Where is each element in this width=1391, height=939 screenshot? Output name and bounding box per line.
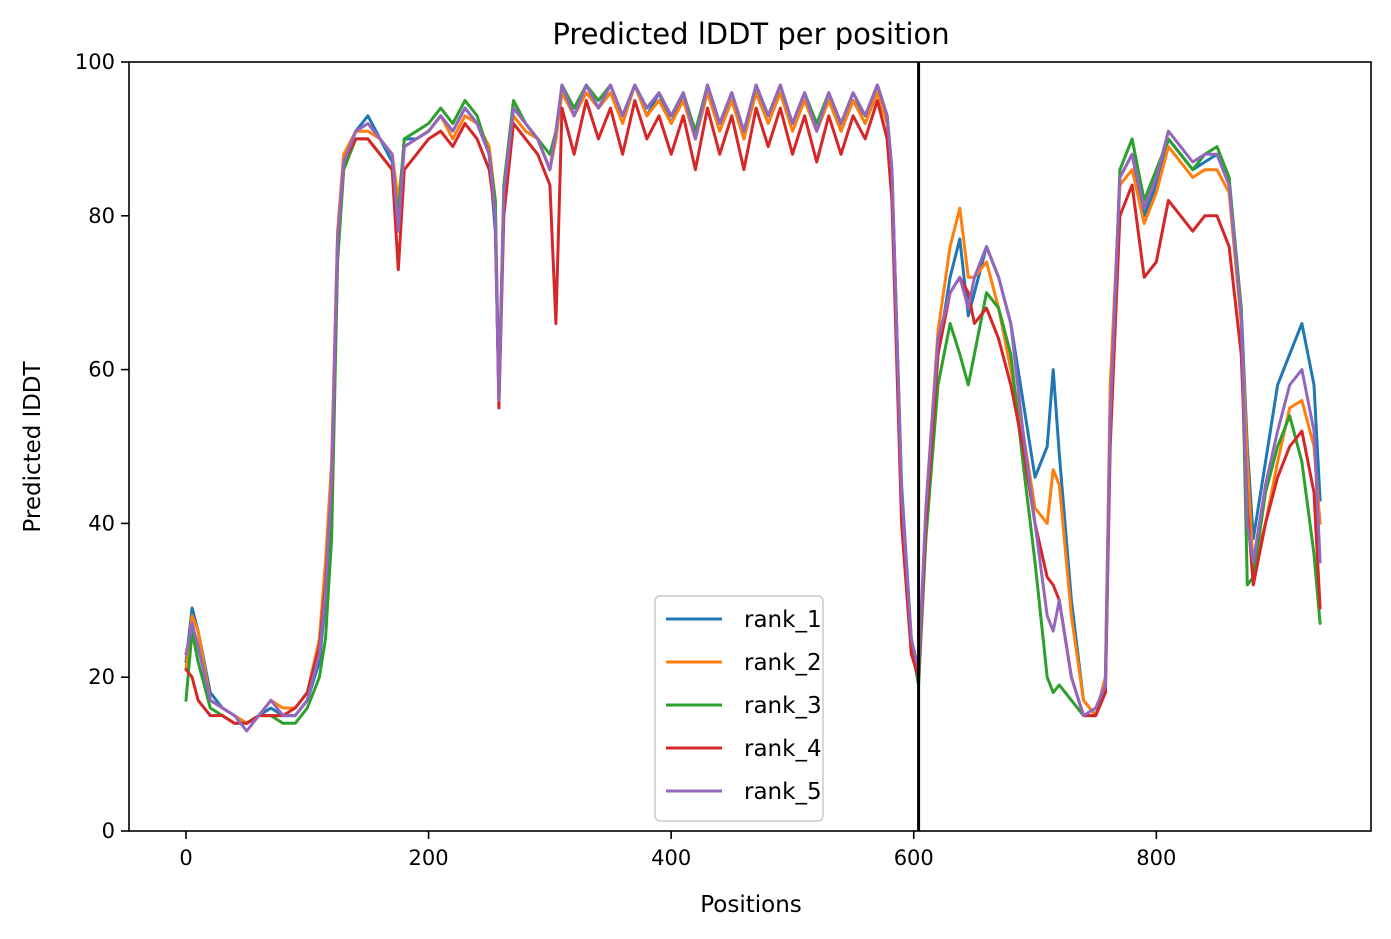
y-tick-label: 80 xyxy=(88,204,115,228)
legend: rank_1 rank_2 rank_3 rank_4 rank_5 xyxy=(654,595,824,822)
legend-label-rank_1: rank_1 xyxy=(744,607,822,633)
legend-label-rank_3: rank_3 xyxy=(744,693,822,719)
y-tick-label: 20 xyxy=(88,665,115,689)
x-tick-label: 0 xyxy=(179,846,192,870)
x-tick-label: 800 xyxy=(1136,846,1176,870)
x-tick-label: 400 xyxy=(651,846,691,870)
series-layer xyxy=(184,83,1322,733)
y-axis: 0 20 40 60 80 100 xyxy=(75,50,129,843)
x-tick-label: 600 xyxy=(894,846,934,870)
legend-label-rank_2: rank_2 xyxy=(744,650,822,676)
series-line-rank_5 xyxy=(184,83,1322,733)
series-line-rank_2 xyxy=(184,83,1322,725)
plot-frame xyxy=(128,61,1372,832)
y-tick-label: 40 xyxy=(88,511,115,535)
legend-label-rank_4: rank_4 xyxy=(744,736,822,762)
x-axis-label: Positions xyxy=(700,892,802,918)
x-tick-label: 200 xyxy=(409,846,449,870)
series-line-rank_4 xyxy=(184,99,1322,725)
y-tick-label: 0 xyxy=(102,819,115,843)
x-axis: 0 200 400 600 800 xyxy=(179,831,1176,870)
chart-title: Predicted lDDT per position xyxy=(552,17,949,51)
y-tick-label: 60 xyxy=(88,358,115,382)
legend-box xyxy=(654,595,824,822)
y-tick-label: 100 xyxy=(75,50,115,74)
legend-label-rank_5: rank_5 xyxy=(744,779,822,805)
y-axis-label: Predicted lDDT xyxy=(20,360,46,532)
